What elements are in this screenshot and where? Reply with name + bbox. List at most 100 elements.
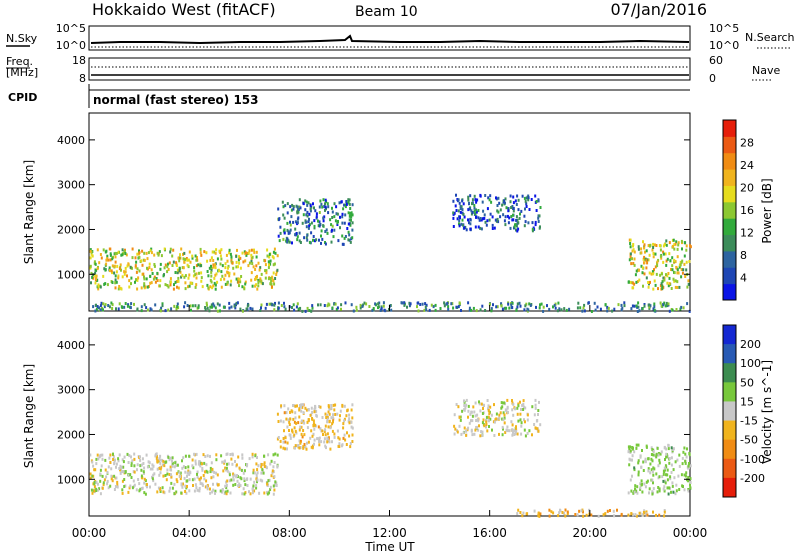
velocity-data-cell: [465, 403, 468, 407]
velocity-data-cell: [520, 407, 522, 411]
velocity-data-cell: [349, 442, 352, 445]
velocity-data-cell: [339, 409, 342, 413]
power-data-cell: [114, 281, 117, 285]
power-data-cell: [477, 216, 480, 220]
power-y-tick-label: 3000: [57, 179, 85, 192]
velocity-data-cell: [351, 403, 354, 407]
velocity-data-cell: [110, 477, 113, 481]
power-data-cell: [504, 201, 506, 205]
power-data-cell: [632, 244, 634, 248]
velocity-colorbar-swatch: [723, 477, 736, 498]
velocity-data-cell: [349, 445, 352, 449]
velocity-colorbar-swatch: [723, 325, 736, 345]
time-x-ticks: 00:00 04:00 08:00 12:00 16:00 20:00 00:00: [72, 305, 707, 540]
velocity-data-cell: [317, 437, 320, 441]
power-data-cell: [111, 257, 114, 261]
velocity-data-cell: [506, 429, 509, 433]
power-data-cell: [253, 250, 256, 254]
power-data-cell: [457, 209, 460, 213]
velocity-data-cell: [191, 464, 194, 468]
power-data-cell: [245, 253, 248, 257]
velocity-data-cell: [266, 482, 269, 486]
velocity-data-cell: [537, 512, 540, 516]
power-data-cell: [648, 253, 651, 257]
velocity-data-cell: [515, 428, 518, 432]
power-data-cell: [467, 301, 470, 305]
velocity-data-cell: [130, 455, 132, 459]
velocity-data-cell: [478, 400, 480, 404]
power-data-cell: [495, 305, 498, 309]
power-data-cell: [105, 262, 108, 266]
power-colorbar-swatch: [723, 152, 736, 170]
power-data-cell: [286, 221, 289, 225]
velocity-data-cell: [318, 443, 321, 447]
power-data-cell: [277, 234, 280, 238]
power-data-cell: [331, 216, 334, 219]
x-axis-label: Time UT: [364, 540, 415, 554]
power-data-cell: [172, 287, 175, 291]
velocity-data-cell: [524, 406, 527, 410]
power-data-cell: [468, 207, 471, 211]
power-data-cell: [529, 304, 532, 307]
velocity-data-cell: [116, 483, 119, 487]
velocity-data-cell: [204, 455, 207, 458]
velocity-data-cell: [670, 463, 673, 467]
power-data-cell: [607, 306, 610, 310]
power-data-cell: [204, 307, 207, 311]
velocity-data-cell: [651, 478, 654, 482]
velocity-data-cell: [550, 510, 553, 514]
power-data-cell: [226, 259, 229, 263]
velocity-data-cell: [331, 422, 334, 426]
power-data-cell: [627, 280, 630, 284]
velocity-data-cell: [282, 420, 285, 424]
velocity-colorbar-tick-label: -200: [740, 472, 765, 485]
velocity-data-cell: [674, 460, 677, 464]
velocity-data-cell: [269, 462, 272, 466]
velocity-data-cell: [112, 458, 115, 461]
power-data-cell: [111, 303, 114, 307]
power-data-cell: [472, 306, 475, 310]
power-data-cell: [238, 277, 241, 281]
velocity-data-cell: [489, 417, 492, 421]
power-data-cell: [477, 209, 480, 212]
power-data-cell: [124, 252, 127, 255]
power-data-cell: [271, 276, 274, 280]
power-data-cell: [185, 257, 188, 260]
power-data-cell: [548, 307, 551, 311]
velocity-data-cell: [493, 434, 496, 437]
velocity-data-cell: [578, 509, 581, 513]
velocity-data-cell: [506, 398, 509, 402]
velocity-data-cell: [215, 453, 218, 457]
velocity-data-cell: [242, 471, 245, 475]
power-data-cell: [111, 264, 114, 268]
power-data-cell: [125, 253, 128, 257]
velocity-data-cell: [640, 483, 643, 487]
velocity-data-cell: [95, 457, 98, 461]
power-data-cell: [233, 304, 236, 308]
power-data-cell: [497, 220, 500, 224]
velocity-data-cell: [187, 465, 190, 469]
velocity-data-cell: [658, 513, 661, 517]
power-data-cell: [439, 307, 442, 310]
velocity-data-cell: [526, 418, 529, 422]
power-data-cell: [320, 202, 323, 206]
power-data-cell: [247, 264, 250, 268]
velocity-data-cell: [255, 477, 258, 481]
velocity-data-cell: [327, 410, 330, 414]
power-data-cell: [172, 248, 175, 252]
velocity-data-cell: [206, 487, 209, 491]
power-data-cell: [647, 244, 650, 247]
velocity-data-cell: [299, 425, 302, 429]
velocity-data-cell: [465, 398, 468, 402]
power-data-cell: [214, 266, 217, 270]
velocity-data-cell: [232, 475, 235, 479]
power-data-cell: [596, 305, 599, 309]
velocity-data-cell: [102, 481, 105, 485]
velocity-data-cell: [485, 425, 487, 429]
power-data-cell: [630, 307, 633, 311]
power-data-cell: [265, 269, 268, 273]
power-data-cell: [282, 213, 285, 217]
power-data-cell: [117, 276, 120, 280]
velocity-data-cell: [314, 405, 316, 408]
velocity-data-cell: [323, 440, 326, 444]
